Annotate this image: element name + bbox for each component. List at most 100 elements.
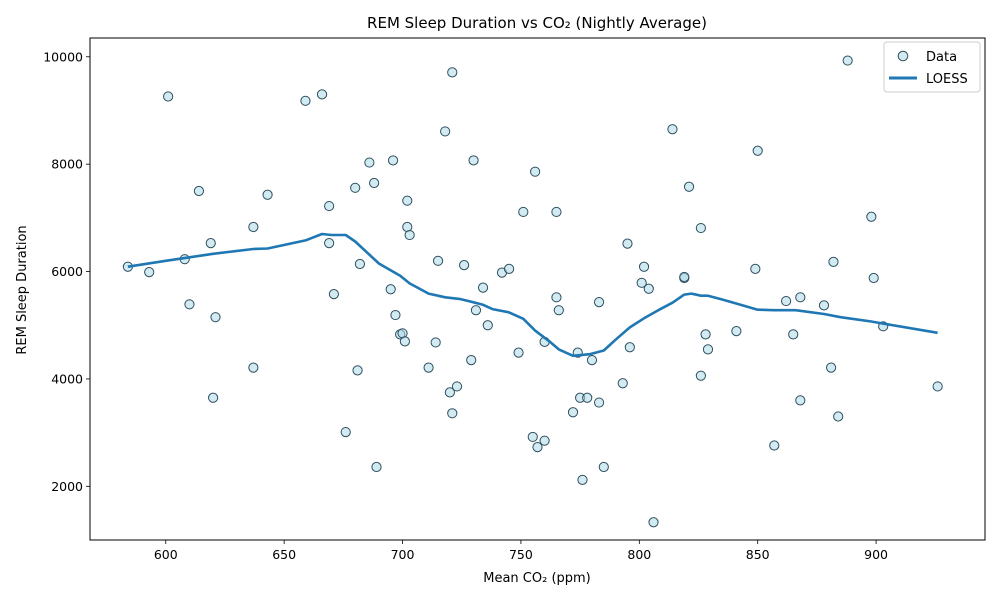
data-point (248, 221, 259, 233)
data-point (598, 461, 609, 473)
data-point (636, 277, 647, 288)
data-point (324, 237, 335, 249)
plot-area: 600 650 700 750 800 850 900 2000 4000 6000 8000 100… (43, 37, 986, 562)
data-point (622, 238, 633, 249)
y-axis-title: REM Sleep Duration (15, 225, 30, 354)
data-point (144, 266, 155, 278)
data-point (468, 155, 479, 166)
data-point (324, 200, 335, 212)
data-point (577, 474, 588, 485)
y-tick-label: 2000 (51, 479, 83, 494)
data-point (795, 395, 806, 406)
x-tick-label: 600 (154, 547, 178, 562)
data-point (539, 435, 550, 446)
data-point (316, 89, 328, 100)
data-point (399, 336, 411, 347)
data-point (387, 155, 399, 166)
data-point (340, 426, 351, 438)
data-point (184, 299, 195, 310)
y-tick-label: 8000 (51, 157, 83, 172)
data-point (262, 189, 273, 200)
data-point (700, 329, 711, 340)
data-point (551, 206, 562, 218)
data-point (364, 157, 375, 168)
data-point (932, 381, 943, 392)
data-point (833, 411, 844, 422)
data-point (593, 397, 605, 408)
y-tick-label: 6000 (51, 264, 83, 279)
x-tick-label: 850 (746, 547, 770, 562)
data-point (551, 292, 562, 303)
chart-title: REM Sleep Duration vs CO₂ (Nightly Avera… (367, 14, 707, 32)
data-point (731, 326, 742, 337)
x-tick-label: 750 (509, 547, 533, 562)
y-tick-label: 4000 (51, 371, 83, 386)
legend-label-data: Data (926, 50, 957, 65)
data-point (769, 440, 780, 451)
data-point (163, 91, 174, 102)
data-point (828, 256, 839, 267)
data-point (667, 124, 678, 135)
x-tick-label: 650 (272, 547, 296, 562)
loess-line (127, 232, 938, 358)
data-point (624, 342, 635, 353)
data-point (193, 185, 205, 197)
data-point (842, 55, 853, 66)
data-point (567, 407, 579, 418)
x-tick-label: 700 (391, 547, 415, 562)
data-point (503, 263, 515, 274)
x-tick-label: 900 (864, 547, 888, 562)
data-point (532, 442, 543, 453)
data-point (477, 282, 489, 293)
data-point (868, 272, 879, 284)
data-point (430, 337, 441, 348)
axes-frame (89, 37, 986, 541)
data-point (593, 297, 605, 308)
data-point (818, 300, 830, 311)
data-point (205, 237, 216, 249)
data-point (513, 347, 524, 358)
data-point (553, 305, 564, 316)
data-point (695, 370, 706, 381)
legend-label-loess: LOESS (926, 72, 968, 87)
data-point (208, 392, 219, 403)
data-point (825, 362, 837, 373)
y-tick-label: 10000 (43, 49, 83, 64)
legend: Data LOESS (883, 41, 981, 93)
data-point (752, 145, 763, 156)
data-point (447, 67, 458, 78)
data-point (440, 126, 451, 137)
data-point (248, 362, 259, 373)
data-point (586, 355, 598, 366)
data-point (866, 211, 877, 222)
data-point (617, 378, 628, 389)
data-point (638, 261, 650, 272)
data-point (582, 392, 593, 403)
data-point (390, 309, 401, 321)
data-point (750, 263, 761, 274)
data-point (695, 222, 706, 234)
data-point (404, 229, 415, 241)
data-point (683, 181, 695, 192)
data-point (781, 295, 792, 307)
data-point (530, 166, 541, 177)
data-point (328, 289, 339, 300)
data-point (459, 260, 470, 271)
data-point (451, 381, 463, 392)
data-point (432, 255, 444, 266)
data-point (527, 431, 538, 443)
data-point (444, 387, 455, 398)
data-point (385, 284, 396, 295)
data-point (354, 258, 366, 270)
data-point (702, 344, 714, 355)
x-tick-label: 800 (627, 547, 651, 562)
data-point (466, 355, 477, 366)
data-point (369, 177, 380, 189)
data-point (423, 362, 434, 373)
data-point (210, 312, 221, 323)
data-point (795, 292, 806, 303)
data-point (402, 195, 413, 206)
data-point (648, 517, 659, 528)
